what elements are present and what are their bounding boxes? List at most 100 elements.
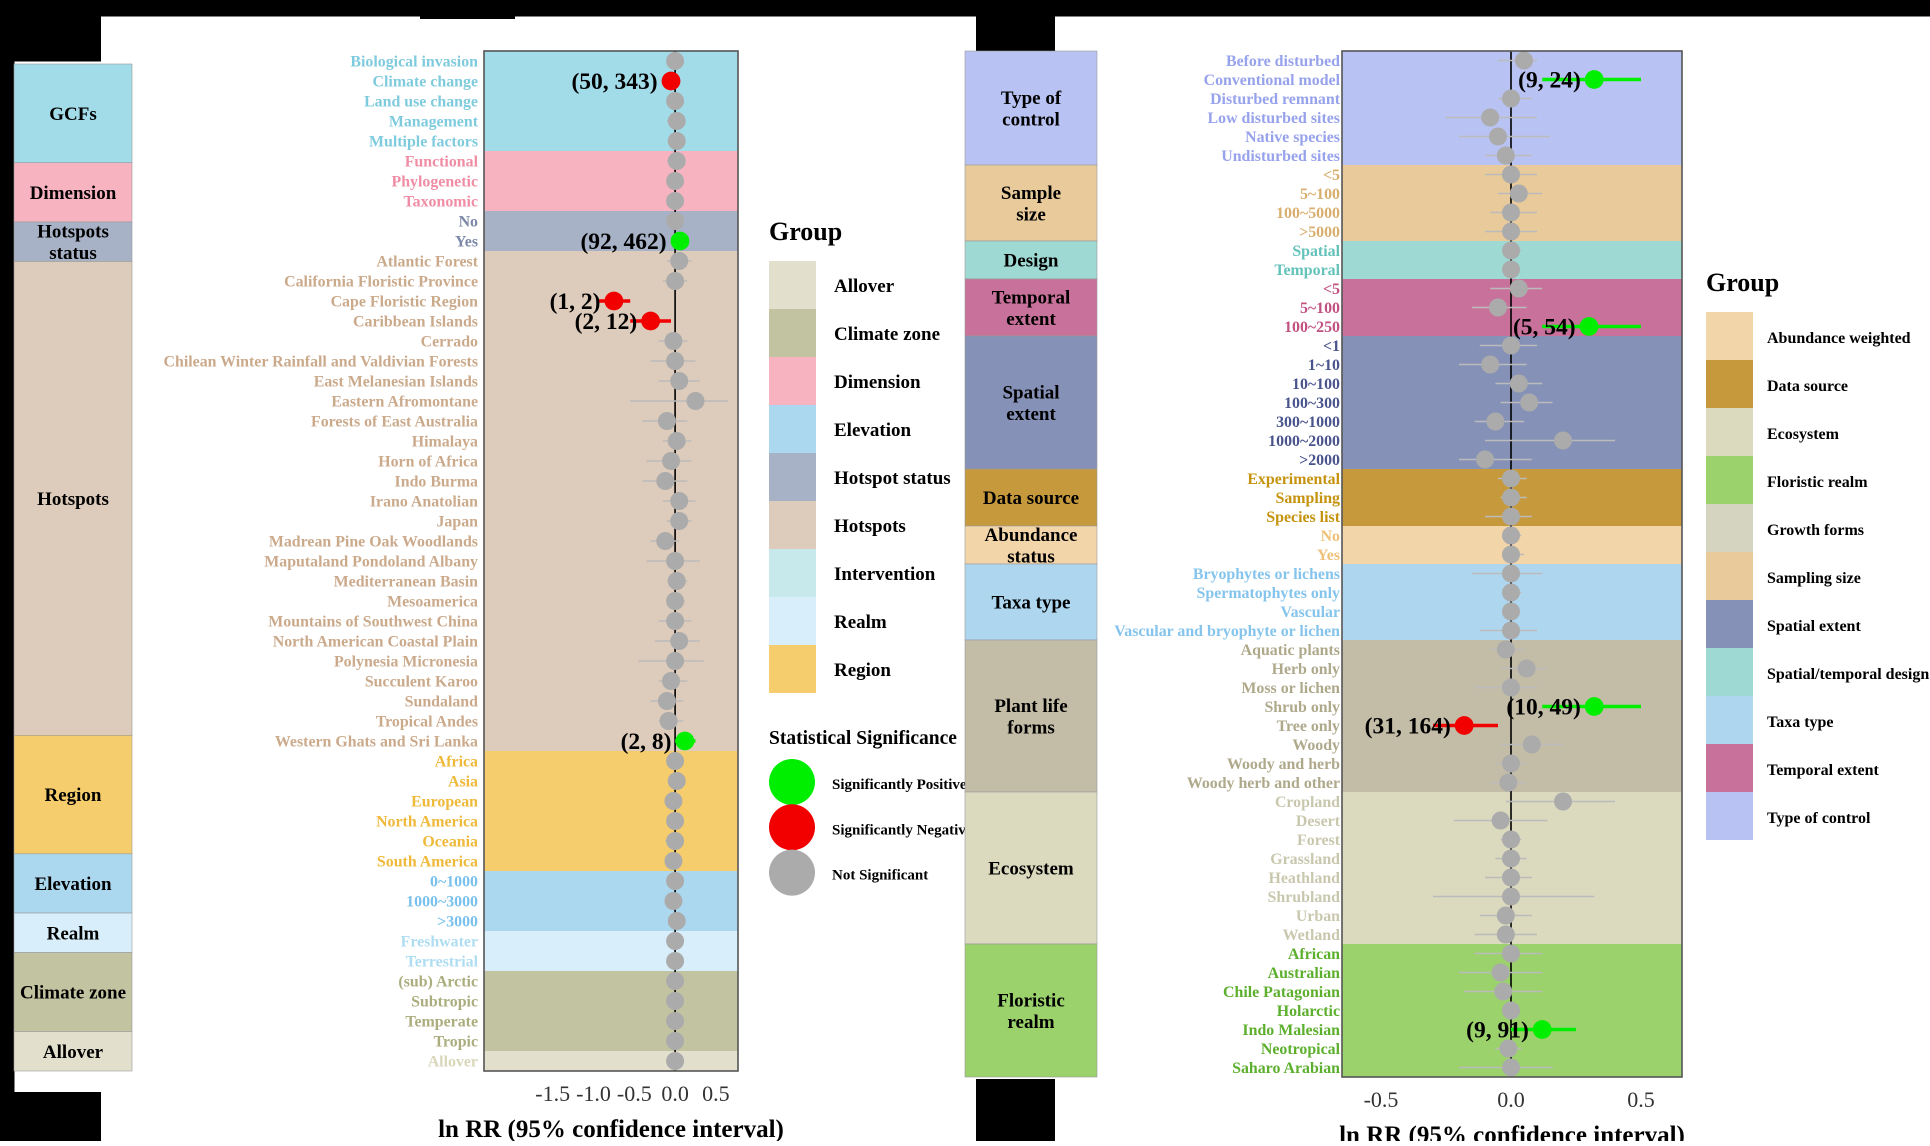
svg-text:Urban: Urban [1296, 908, 1340, 925]
svg-text:Mediterranean Basin: Mediterranean Basin [334, 574, 478, 591]
svg-text:Maputaland Pondoland Albany: Maputaland Pondoland Albany [264, 554, 478, 571]
svg-text:Data source: Data source [1767, 378, 1848, 395]
svg-text:Forests of East Australia: Forests of East Australia [311, 414, 478, 431]
svg-text:Functional: Functional [405, 154, 479, 171]
svg-text:(92, 462): (92, 462) [580, 229, 666, 255]
svg-text:Chilean Winter Rainfall and Va: Chilean Winter Rainfall and Valdivian Fo… [164, 354, 479, 371]
svg-text:Native species: Native species [1245, 129, 1340, 146]
svg-text:Chile Patagonian: Chile Patagonian [1223, 984, 1340, 1001]
svg-text:Elevation: Elevation [834, 420, 911, 441]
svg-text:ln RR (95% confidence interval: ln RR (95% confidence interval) [1339, 1122, 1685, 1141]
svg-text:Temperate: Temperate [405, 1014, 478, 1031]
svg-text:>2000: >2000 [1299, 452, 1340, 469]
svg-text:Floristic: Floristic [997, 991, 1065, 1012]
svg-text:Type of control: Type of control [1767, 810, 1871, 827]
svg-text:-1.0: -1.0 [576, 1081, 611, 1106]
svg-text:Eastern Afromontane: Eastern Afromontane [331, 394, 478, 411]
svg-text:Sampling size: Sampling size [1767, 570, 1861, 587]
svg-text:Group: Group [769, 217, 842, 246]
svg-text:-1.5: -1.5 [535, 1081, 570, 1106]
svg-text:<5: <5 [1323, 281, 1340, 298]
svg-text:Data source: Data source [983, 488, 1079, 509]
svg-text:Vascular and bryophyte or lich: Vascular and bryophyte or lichen [1114, 623, 1340, 640]
svg-text:Plant life: Plant life [994, 696, 1067, 717]
svg-text:5~100: 5~100 [1300, 186, 1340, 203]
svg-text:(2, 8): (2, 8) [621, 729, 672, 755]
svg-text:(sub) Arctic: (sub) Arctic [398, 974, 478, 991]
svg-text:South America: South America [377, 854, 478, 871]
svg-text:(31, 164): (31, 164) [1365, 714, 1451, 740]
svg-text:Taxa type: Taxa type [991, 593, 1070, 614]
svg-text:North American Coastal Plain: North American Coastal Plain [273, 634, 478, 651]
svg-text:Spermatophytes only: Spermatophytes only [1197, 585, 1341, 602]
svg-text:Hotspots: Hotspots [37, 489, 109, 510]
svg-text:control: control [1002, 109, 1060, 130]
svg-text:Subtropic: Subtropic [411, 994, 478, 1011]
svg-text:Cape Floristic Region: Cape Floristic Region [331, 294, 479, 311]
svg-text:(10, 49): (10, 49) [1506, 695, 1580, 721]
svg-text:extent: extent [1006, 309, 1056, 330]
svg-text:Atlantic Forest: Atlantic Forest [376, 254, 478, 271]
svg-text:Neotropical: Neotropical [1261, 1041, 1341, 1058]
svg-text:North America: North America [376, 814, 478, 831]
svg-text:Realm: Realm [47, 923, 100, 944]
svg-text:African: African [1288, 946, 1340, 963]
svg-text:Shrub only: Shrub only [1264, 699, 1340, 716]
svg-text:<5: <5 [1323, 167, 1340, 184]
svg-text:Growth forms: Growth forms [1767, 522, 1864, 539]
svg-text:Desert: Desert [1296, 813, 1341, 830]
svg-text:Ecosystem: Ecosystem [1767, 426, 1840, 443]
svg-text:California Floristic Province: California Floristic Province [284, 274, 478, 291]
svg-text:(9, 91): (9, 91) [1466, 1018, 1529, 1044]
svg-text:Species list: Species list [1266, 509, 1340, 526]
svg-text:Polynesia Micronesia: Polynesia Micronesia [334, 654, 478, 671]
svg-text:GCFs: GCFs [49, 104, 97, 125]
svg-text:Biological invasion: Biological invasion [350, 54, 478, 71]
svg-text:Spatial: Spatial [1292, 243, 1340, 260]
svg-text:Western Ghats and Sri Lanka: Western Ghats and Sri Lanka [275, 734, 478, 751]
svg-text:Allover: Allover [428, 1054, 478, 1071]
svg-text:1~10: 1~10 [1308, 357, 1340, 374]
svg-text:Irano Anatolian: Irano Anatolian [370, 494, 478, 511]
svg-text:Allover: Allover [834, 276, 895, 297]
svg-text:Undisturbed sites: Undisturbed sites [1221, 148, 1340, 165]
svg-text:Disturbed remnant: Disturbed remnant [1210, 91, 1341, 108]
svg-text:Wetland: Wetland [1283, 927, 1341, 944]
svg-text:Mountains of Southwest China: Mountains of Southwest China [268, 614, 478, 631]
svg-text:Woody herb and other: Woody herb and other [1187, 775, 1340, 792]
svg-text:Asia: Asia [448, 774, 478, 791]
svg-text:status: status [49, 243, 97, 264]
svg-text:Vascular: Vascular [1281, 604, 1340, 621]
svg-text:Phylogenetic: Phylogenetic [392, 174, 479, 191]
svg-text:Woody and herb: Woody and herb [1227, 756, 1340, 773]
svg-text:Tropical Andes: Tropical Andes [376, 714, 478, 731]
svg-text:Sampling: Sampling [1276, 490, 1341, 507]
svg-text:Multiple factors: Multiple factors [369, 134, 478, 151]
svg-text:Dimension: Dimension [30, 183, 117, 204]
svg-text:Ecosystem: Ecosystem [988, 859, 1074, 880]
svg-text:European: European [411, 794, 478, 811]
svg-text:Region: Region [45, 785, 102, 806]
svg-text:Climate change: Climate change [373, 74, 478, 91]
svg-text:Horn of Africa: Horn of Africa [378, 454, 478, 471]
svg-text:No: No [1321, 528, 1340, 545]
svg-text:Realm: Realm [834, 612, 887, 633]
svg-text:forms: forms [1007, 717, 1054, 738]
svg-text:100~250: 100~250 [1284, 319, 1340, 336]
svg-text:<1: <1 [1323, 338, 1340, 355]
svg-text:Cerrado: Cerrado [421, 334, 478, 351]
svg-text:0.0: 0.0 [1497, 1087, 1525, 1112]
svg-text:Africa: Africa [435, 754, 478, 771]
svg-text:Spatial/temporal design: Spatial/temporal design [1767, 666, 1929, 683]
svg-text:Hotspots: Hotspots [834, 516, 906, 537]
svg-text:>3000: >3000 [437, 914, 478, 931]
svg-text:Saharo Arabian: Saharo Arabian [1232, 1060, 1340, 1077]
svg-text:Intervention: Intervention [834, 564, 936, 585]
svg-text:Conventional model: Conventional model [1204, 72, 1341, 89]
svg-text:Yes: Yes [455, 234, 478, 251]
svg-text:Aquatic plants: Aquatic plants [1241, 642, 1340, 659]
svg-text:No: No [459, 214, 478, 231]
svg-text:Abundance weighted: Abundance weighted [1767, 330, 1911, 347]
svg-text:(50, 343): (50, 343) [571, 69, 657, 95]
svg-text:(9, 24): (9, 24) [1518, 68, 1581, 94]
